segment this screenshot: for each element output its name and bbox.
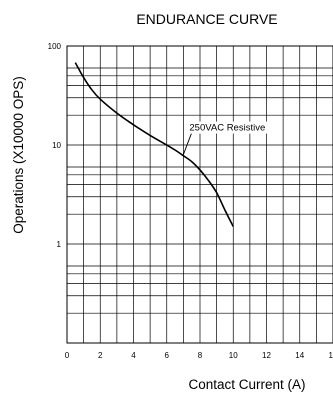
x-tick-label: 10 <box>229 351 238 360</box>
x-tick-label: 2 <box>98 351 103 360</box>
tick-labels: 0 2 4 6 8 10 12 14 16 100 10 1 <box>48 42 333 360</box>
x-tick-label: 4 <box>131 351 136 360</box>
plot-frame <box>66 45 333 344</box>
annotation-leader <box>182 133 192 155</box>
y-axis-label: Operations (X10000 OPS) <box>11 76 26 234</box>
annotation-label: 250VAC Resistive <box>189 123 265 134</box>
series-layer <box>74 62 234 227</box>
x-tick-label: 6 <box>165 351 170 360</box>
x-tick-label: 16 <box>329 351 333 360</box>
grid <box>66 45 333 344</box>
chart-title: ENDURANCE CURVE <box>136 11 277 27</box>
x-tick-label: 0 <box>65 351 70 360</box>
x-tick-label: 14 <box>295 351 304 360</box>
annotation-layer: 250VAC Resistive <box>182 121 277 155</box>
x-axis-label: Contact Current (A) <box>188 377 305 392</box>
x-tick-label: 12 <box>262 351 271 360</box>
y-tick-label: 100 <box>48 42 62 51</box>
y-tick-label: 1 <box>57 240 62 249</box>
annotation-background <box>187 121 277 134</box>
x-tick-label: 8 <box>198 351 203 360</box>
series-line <box>74 62 234 227</box>
y-tick-label: 10 <box>52 141 61 150</box>
